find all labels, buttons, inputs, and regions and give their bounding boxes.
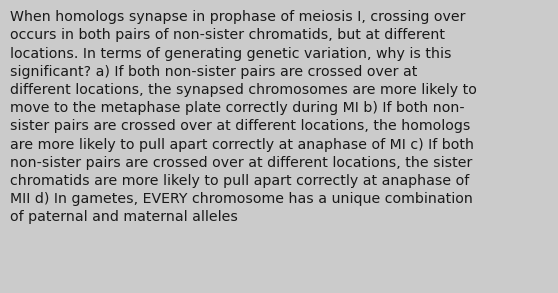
Text: When homologs synapse in prophase of meiosis I, crossing over
occurs in both pai: When homologs synapse in prophase of mei… <box>10 10 477 224</box>
